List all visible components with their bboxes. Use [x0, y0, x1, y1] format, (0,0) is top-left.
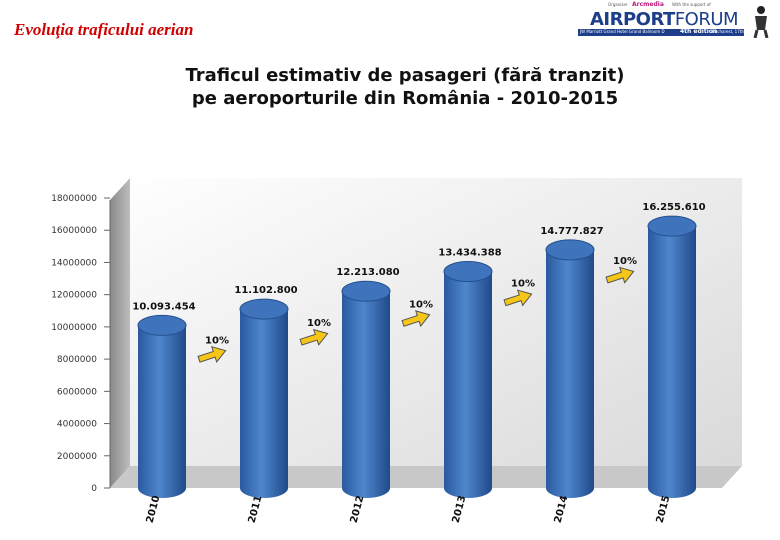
y-tick-label: 14000000	[51, 258, 97, 268]
logo-date: Bucharest, 17th november 2011	[712, 29, 777, 34]
growth-arrow-icon	[401, 310, 431, 328]
bar-value-label: 14.777.827	[540, 226, 603, 237]
growth-arrow-icon	[503, 289, 533, 307]
chart-title: Traficul estimativ de pasageri (fără tra…	[180, 64, 630, 110]
logo-support: With the support of	[672, 2, 711, 7]
chart-floor	[110, 466, 742, 488]
growth-arrow-shape	[197, 345, 227, 363]
x-category-label: 2014	[553, 494, 571, 524]
logo-venue: JW Marriott Grand Hotel Grand Ballroom D	[580, 29, 665, 34]
x-category-label: 2011	[247, 494, 265, 524]
y-tick-label: 0	[91, 484, 97, 494]
y-tick-label: 12000000	[51, 291, 97, 301]
y-tick-label: 10000000	[51, 323, 97, 333]
logo-wordmark: AIRPORTFORUM	[590, 9, 739, 30]
growth-arrow-shape	[605, 266, 635, 284]
y-tick-label: 4000000	[57, 420, 97, 430]
growth-arrow-icon	[197, 345, 227, 363]
logo-edition: 4th edition	[680, 28, 718, 35]
logo-band	[578, 29, 744, 36]
growth-arrow-icon	[605, 266, 635, 284]
bar-value-label: 10.093.454	[132, 301, 195, 312]
logo-word-forum: FORUM	[674, 9, 739, 30]
bar-top	[137, 314, 187, 336]
bar-cylinder	[444, 271, 492, 498]
growth-label: 10%	[205, 335, 229, 346]
growth-arrow-icon	[299, 328, 329, 346]
growth-arrow-shape	[503, 289, 533, 307]
bar-top	[239, 298, 289, 320]
bar-cylinder	[648, 226, 696, 498]
airport-forum-logo: Organizer Arcmedia With the support of A…	[572, 0, 780, 42]
growth-label: 10%	[409, 299, 433, 310]
x-category-label: 2010	[145, 494, 163, 524]
bar-cylinder	[546, 249, 594, 498]
chart-back-wall	[110, 178, 742, 488]
bar-value-label: 12.213.080	[336, 267, 399, 278]
chart-title-line2: pe aeroporturile din România - 2010-2015	[191, 88, 619, 109]
slide-title: Evoluţia traficului aerian	[14, 20, 194, 39]
growth-label: 10%	[511, 279, 535, 290]
y-tick-label: 8000000	[57, 355, 97, 365]
x-category-label: 2015	[655, 494, 673, 524]
bar-top	[341, 280, 391, 302]
chart-side-wall	[110, 178, 130, 488]
bar-value-label: 16.255.610	[642, 202, 705, 213]
logo-organizer-brand: Arcmedia	[632, 1, 664, 8]
bar-value-label: 11.102.800	[234, 285, 297, 296]
bar-cylinder	[240, 309, 288, 498]
x-category-label: 2013	[451, 494, 469, 524]
y-tick-label: 18000000	[51, 194, 97, 204]
growth-arrow-shape	[299, 328, 329, 346]
bar-cylinder	[138, 325, 186, 498]
chart-title-line1: Traficul estimativ de pasageri (fără tra…	[185, 65, 625, 86]
bar-cylinder	[342, 291, 390, 498]
y-tick-label: 2000000	[57, 452, 97, 462]
bar-value-label: 13.434.388	[438, 248, 501, 259]
growth-arrow-shape	[401, 310, 431, 328]
x-category-label: 2012	[349, 494, 367, 524]
logo-word-airport: AIRPORT	[590, 9, 675, 30]
bar-top	[443, 261, 493, 283]
bar-top	[545, 239, 595, 261]
y-tick-label: 16000000	[51, 226, 97, 236]
y-tick-label: 6000000	[57, 387, 97, 397]
logo-organizer: Organizer	[608, 2, 628, 7]
growth-label: 10%	[613, 256, 637, 267]
bar-top	[647, 215, 697, 237]
growth-label: 10%	[307, 318, 331, 329]
logo-figure-icon	[753, 6, 769, 38]
